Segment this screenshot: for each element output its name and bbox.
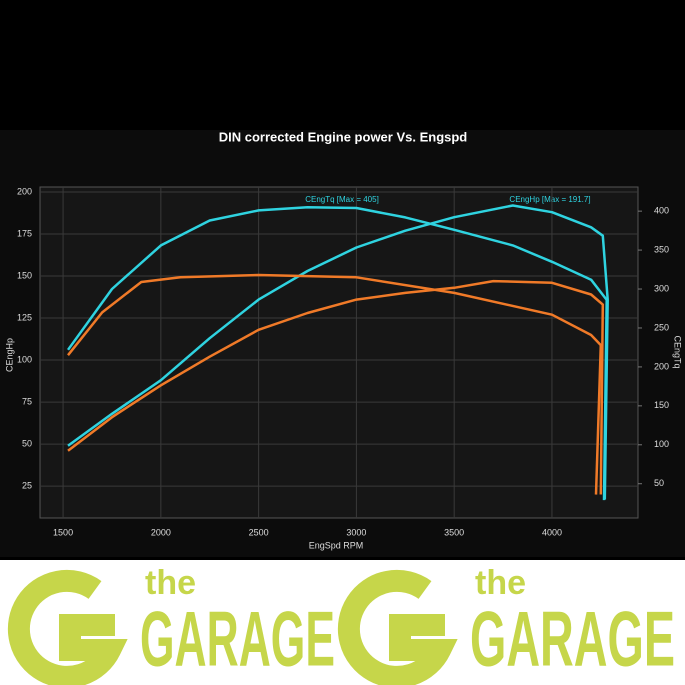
x-tick-label: 4000 bbox=[542, 527, 562, 537]
logo: the GARAGE the GARAGE bbox=[7, 564, 675, 685]
y2-tick-label: 200 bbox=[654, 361, 669, 371]
y-tick-label: 50 bbox=[22, 438, 32, 448]
y-tick-label: 150 bbox=[17, 270, 32, 280]
y-axis-label: CEngHp bbox=[4, 338, 14, 372]
x-axis-label: EngSpd RPM bbox=[309, 540, 364, 550]
y-tick-label: 125 bbox=[17, 312, 32, 322]
x-tick-label: 1500 bbox=[53, 527, 73, 537]
x-tick-label: 3000 bbox=[346, 527, 366, 537]
x-tick-label: 2000 bbox=[151, 527, 171, 537]
y-tick-label: 25 bbox=[22, 480, 32, 490]
logo-big-text: GARAGE bbox=[140, 595, 335, 683]
series-line bbox=[67, 273, 603, 495]
y2-tick-label: 50 bbox=[654, 478, 664, 488]
plot: 25 50 75 100 125 150 175 200 50 100 150 200 250 300 35… bbox=[17, 186, 669, 537]
logo-mark bbox=[337, 569, 458, 685]
y2-tick-label: 100 bbox=[654, 439, 669, 449]
x-tick-label: 2500 bbox=[249, 527, 269, 537]
y2-tick-label: 300 bbox=[654, 283, 669, 293]
series-line bbox=[67, 279, 605, 495]
annotation: CEngHp [Max = 191.7] bbox=[509, 195, 590, 204]
series-line bbox=[66, 205, 608, 501]
logo-small-text: the bbox=[145, 564, 196, 602]
y2-tick-label: 350 bbox=[654, 244, 669, 254]
y2-tick-label: 150 bbox=[654, 400, 669, 410]
series-line bbox=[67, 204, 609, 500]
x-tick-label: 3500 bbox=[444, 527, 464, 537]
y-tick-label: 75 bbox=[22, 396, 32, 406]
chart-title: DIN corrected Engine power Vs. Engspd bbox=[219, 129, 468, 144]
y-tick-label: 100 bbox=[17, 354, 32, 364]
logo-big-text: GARAGE bbox=[470, 595, 675, 683]
plot-area bbox=[39, 186, 639, 519]
annotation: CEngTq [Max = 405] bbox=[305, 195, 379, 204]
y2-tick-label: 250 bbox=[654, 322, 669, 332]
y-tick-label: 175 bbox=[17, 228, 32, 238]
logo-small-text: the bbox=[475, 564, 526, 602]
y2-tick-label: 400 bbox=[654, 206, 669, 216]
y-tick-label: 200 bbox=[17, 186, 32, 196]
logo-mark bbox=[7, 569, 128, 685]
y2-axis-label: CEngTq bbox=[673, 335, 683, 368]
